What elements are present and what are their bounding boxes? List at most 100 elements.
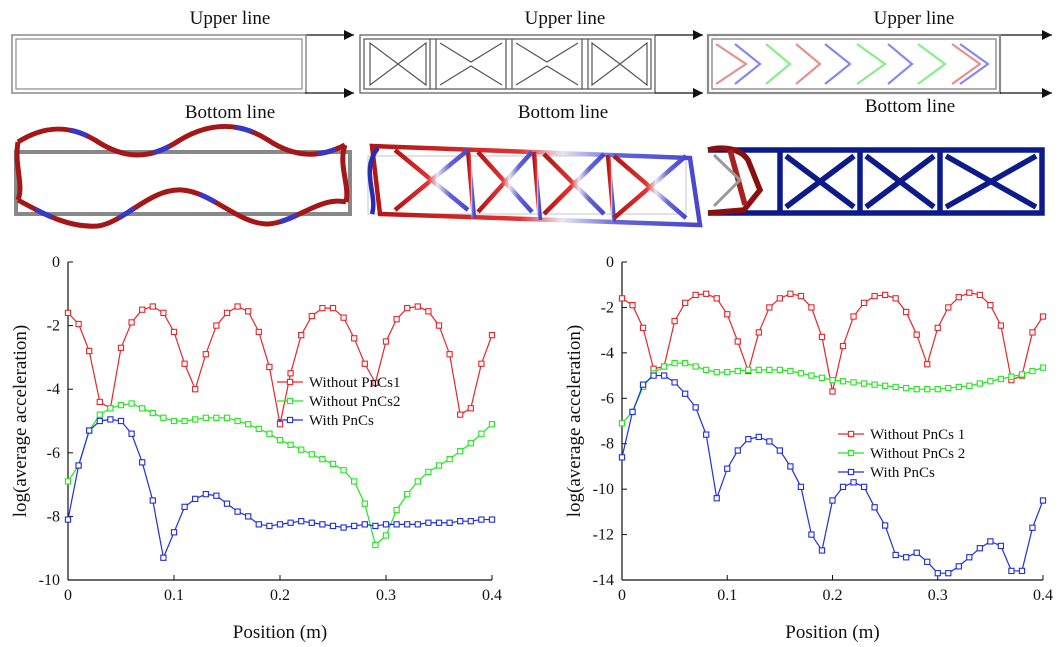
series-point [64, 478, 72, 485]
y-tick-label: -8 [601, 436, 614, 453]
series-point [351, 522, 358, 530]
legend-entry-label: With PnCs [870, 465, 935, 481]
series-point [945, 384, 952, 392]
series-point [149, 497, 156, 504]
series-point [639, 381, 647, 388]
chart-right: 0 0.1 0.2 0.3 0.4 -14 -12 -10 -8 -6 -4 -2 0 Position … [564, 254, 1053, 643]
series-point [1029, 524, 1036, 531]
y-tick-label: 0 [606, 254, 614, 271]
y-tick-label: -8 [47, 508, 60, 525]
series-point [987, 378, 994, 385]
x-tick-label: 0 [618, 587, 626, 604]
series-point [871, 381, 878, 388]
series-point [787, 290, 794, 297]
series-point [170, 417, 178, 425]
lattice-beam-3 [706, 33, 1002, 95]
series-point [913, 549, 920, 556]
series-point [234, 303, 241, 310]
y-tick-label: -10 [593, 481, 614, 498]
series-point [446, 456, 453, 463]
series-point [276, 436, 284, 444]
series-point [808, 531, 815, 538]
series-point [457, 518, 464, 525]
series-point [924, 558, 931, 565]
deformation-render-3 [707, 145, 1045, 216]
series-point [202, 351, 209, 358]
series-point [446, 519, 453, 526]
y-tick-label: -6 [47, 445, 60, 462]
series-point [266, 363, 273, 371]
series-point [425, 468, 432, 476]
series-point [404, 521, 411, 528]
series-point [776, 366, 784, 374]
series-point [660, 372, 668, 379]
legend: Without PnCs1 Without PnCs2 With PnCs [277, 375, 401, 429]
x-tick-label: 0.1 [164, 587, 184, 604]
upper-line-label-2: Upper line [525, 8, 606, 29]
x-axis-label: Position (m) [785, 622, 879, 642]
series-point [618, 454, 626, 461]
series-point [681, 359, 689, 367]
series-point [329, 304, 337, 312]
series-point [488, 516, 496, 523]
series-point [955, 294, 962, 301]
legend-entry-label: Without PnCs 2 [870, 446, 965, 462]
series-point [382, 338, 390, 345]
series-point [117, 417, 125, 425]
series-point [703, 431, 710, 438]
legend-entry-label: Without PnCs2 [309, 394, 401, 410]
series-point [734, 338, 741, 345]
series-point [319, 456, 326, 463]
series-point [671, 379, 678, 386]
series-point [997, 375, 1005, 383]
bottom-line-label-3: Bottom line [865, 96, 955, 117]
series-point [892, 383, 899, 391]
series-point [393, 521, 400, 528]
series-point [234, 508, 241, 515]
series-point [997, 542, 1005, 550]
y-axis-label: log(average acceleration) [10, 325, 31, 518]
series-point [766, 366, 773, 374]
series-point [160, 309, 167, 317]
series-point [75, 320, 82, 328]
series-point [976, 291, 983, 299]
y-tick-label: -2 [601, 299, 614, 316]
series-point [1039, 497, 1047, 504]
bottom-line-label-2: Bottom line [518, 102, 608, 123]
series-point [829, 388, 836, 395]
legend-entry-label: Without PnCs1 [309, 375, 401, 391]
series-point [181, 360, 188, 367]
series-point [671, 317, 678, 325]
series-point [414, 521, 421, 528]
series-point [797, 483, 805, 491]
series-point [850, 313, 857, 320]
series-point [703, 366, 710, 374]
series-point [903, 384, 910, 392]
diagram-panel-3: Upper line Bottom line [706, 8, 1052, 117]
series-point [755, 366, 762, 374]
series-point [266, 430, 273, 437]
series-point [724, 465, 731, 472]
series-point [404, 304, 411, 312]
series-point [755, 329, 762, 336]
series-point [329, 460, 337, 468]
series-point [692, 404, 699, 411]
series-point [860, 299, 868, 307]
legend-marker [286, 378, 294, 386]
legend: Without PnCs 1 Without PnCs 2 With PnCs [838, 427, 965, 481]
series-point [839, 342, 847, 350]
series-point [340, 467, 347, 474]
series-point [766, 438, 773, 445]
series-point [86, 427, 93, 434]
series-point [139, 405, 146, 412]
series-line-3 [621, 374, 1044, 574]
series-point [976, 380, 983, 387]
series-point [351, 478, 358, 485]
series-point [871, 504, 878, 511]
series-point [850, 379, 857, 386]
series-point [213, 322, 220, 329]
x-tick-label: 0.1 [717, 587, 737, 604]
series-point [818, 374, 826, 381]
series-point [181, 417, 188, 425]
